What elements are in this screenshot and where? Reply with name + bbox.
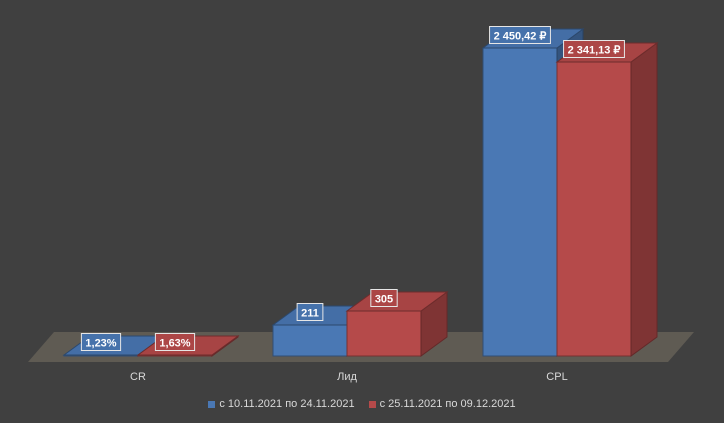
legend-item-series-1: с 10.11.2021 по 24.11.2021 <box>208 398 355 410</box>
data-label-series-2-Лид: 305 <box>375 294 393 306</box>
data-label-box-series-1-CPL <box>489 26 551 44</box>
legend-label-series-2: с 25.11.2021 по 09.12.2021 <box>379 398 516 410</box>
legend-swatch-series-2 <box>368 400 376 408</box>
data-label-series-2-CPL: 2 341,13 ₽ <box>568 45 621 57</box>
data-label-box-series-2-CR <box>154 333 196 351</box>
bar-front-series-1-CPL <box>482 47 558 357</box>
legend-item-series-2: с 25.11.2021 по 09.12.2021 <box>368 398 516 410</box>
category-label-2: Лид <box>337 371 357 383</box>
data-label-series-1-Лид: 211 <box>301 308 319 320</box>
bar-front-series-1-Лид <box>272 324 348 357</box>
data-label-series-1-CPL: 2 450,42 ₽ <box>494 31 547 43</box>
category-label-3: CPL <box>546 371 567 383</box>
legend-label-series-1: с 10.11.2021 по 24.11.2021 <box>219 398 355 410</box>
data-label-box-series-2-Лид <box>370 289 398 307</box>
data-label-box-series-1-Лид <box>296 303 324 321</box>
data-label-series-1-CR: 1,23% <box>85 338 116 350</box>
data-label-series-2-CR: 1,63% <box>159 338 190 350</box>
data-label-box-series-1-CR <box>80 333 122 351</box>
bar-front-series-2-CPL <box>556 61 632 357</box>
legend: с 10.11.2021 по 24.11.2021 с 25.11.2021 … <box>0 398 724 410</box>
category-label-1: CR <box>130 371 146 383</box>
legend-swatch-series-1 <box>208 400 216 408</box>
data-label-box-series-2-CPL <box>563 40 625 58</box>
bar-side-series-2-CPL <box>630 42 658 357</box>
bar-front-series-2-Лид <box>346 310 422 357</box>
